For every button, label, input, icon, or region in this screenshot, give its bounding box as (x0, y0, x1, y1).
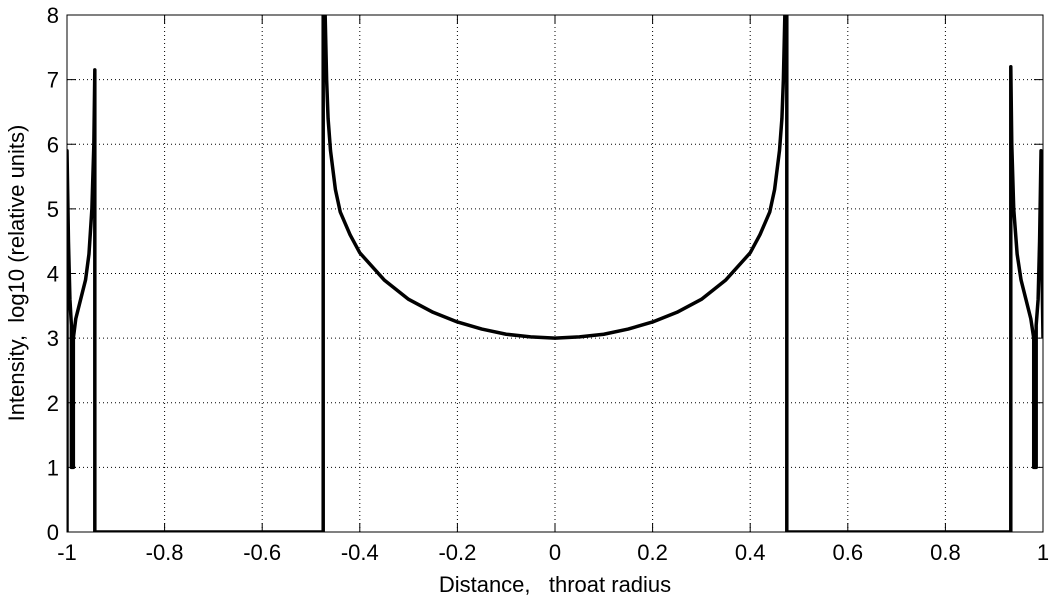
x-tick-label: -0.2 (438, 540, 476, 565)
y-axis-label: Intensity, log10 (relative units) (4, 125, 29, 422)
x-tick-label: 0.2 (637, 540, 668, 565)
x-tick-label: 0 (549, 540, 561, 565)
axes-box (66, 14, 1044, 533)
x-tick-label: -0.4 (341, 540, 379, 565)
x-tick-label: 0.6 (833, 540, 864, 565)
y-tick-label: 5 (47, 197, 59, 222)
y-tick-label: 6 (47, 132, 59, 157)
x-tick-label: 0.8 (930, 540, 961, 565)
y-tick-label: 3 (47, 326, 59, 351)
y-tick-label: 2 (47, 391, 59, 416)
x-tick-label: -1 (57, 540, 77, 565)
y-tick-label: 4 (47, 262, 59, 287)
x-tick-label: 1 (1037, 540, 1049, 565)
x-tick-label: -0.8 (146, 540, 184, 565)
x-axis-label: Distance, throat radius (439, 572, 671, 597)
y-tick-label: 8 (47, 3, 59, 28)
y-tick-label: 0 (47, 520, 59, 545)
x-tick-label: -0.6 (243, 540, 281, 565)
x-tick-label: 0.4 (735, 540, 766, 565)
y-tick-label: 1 (47, 455, 59, 480)
y-tick-label: 7 (47, 68, 59, 93)
data-line (67, 15, 1043, 532)
